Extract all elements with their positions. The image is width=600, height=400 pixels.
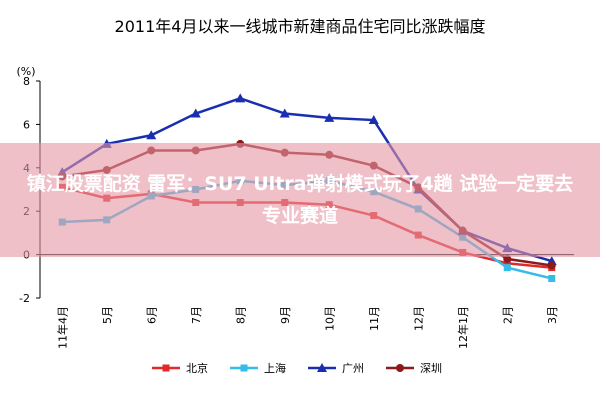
x-tick-label: 11年4月	[55, 306, 69, 349]
banner-text: 镇江股票配资 雷军：SU7 Ultra弹射模式玩了4趟 试验一定要去专业赛道	[26, 173, 574, 227]
point	[162, 364, 170, 372]
x-tick-label: 2月	[501, 306, 514, 324]
x-tick-label: 12月	[412, 306, 425, 331]
x-tick-label: 12年1月	[456, 306, 470, 349]
point	[279, 108, 290, 118]
point	[324, 112, 335, 122]
x-tick-label: 10月	[323, 306, 336, 331]
point	[317, 363, 327, 372]
point	[503, 259, 511, 267]
y-tick-label: 6	[23, 118, 30, 131]
x-tick-label: 11月	[368, 306, 381, 331]
x-tick-label: 6月	[145, 306, 158, 324]
x-tick-label: 8月	[234, 306, 247, 324]
point	[503, 264, 511, 272]
banner: 镇江股票配资 雷军：SU7 Ultra弹射模式玩了4趟 试验一定要去专业赛道	[0, 143, 600, 257]
point	[396, 364, 404, 372]
y-axis-label: (%)	[16, 65, 35, 78]
point	[240, 364, 248, 372]
legend-label: 上海	[264, 361, 286, 375]
x-tick-label: 5月	[101, 306, 114, 324]
point	[547, 261, 556, 270]
point	[146, 130, 157, 140]
point	[190, 108, 201, 118]
chart-title: 2011年4月以来一线城市新建商品住宅同比涨跌幅度	[115, 17, 486, 36]
x-tick-label: 3月	[546, 306, 559, 324]
x-tick-label: 9月	[279, 306, 292, 324]
x-tick-label: 7月	[190, 306, 203, 324]
y-tick-label: 8	[23, 75, 30, 88]
point	[548, 274, 556, 282]
y-tick-label: -2	[19, 292, 30, 305]
legend-label: 北京	[186, 361, 208, 375]
point	[235, 93, 246, 103]
legend-label: 广州	[342, 362, 364, 375]
point	[368, 115, 379, 125]
legend-label: 深圳	[420, 362, 442, 375]
